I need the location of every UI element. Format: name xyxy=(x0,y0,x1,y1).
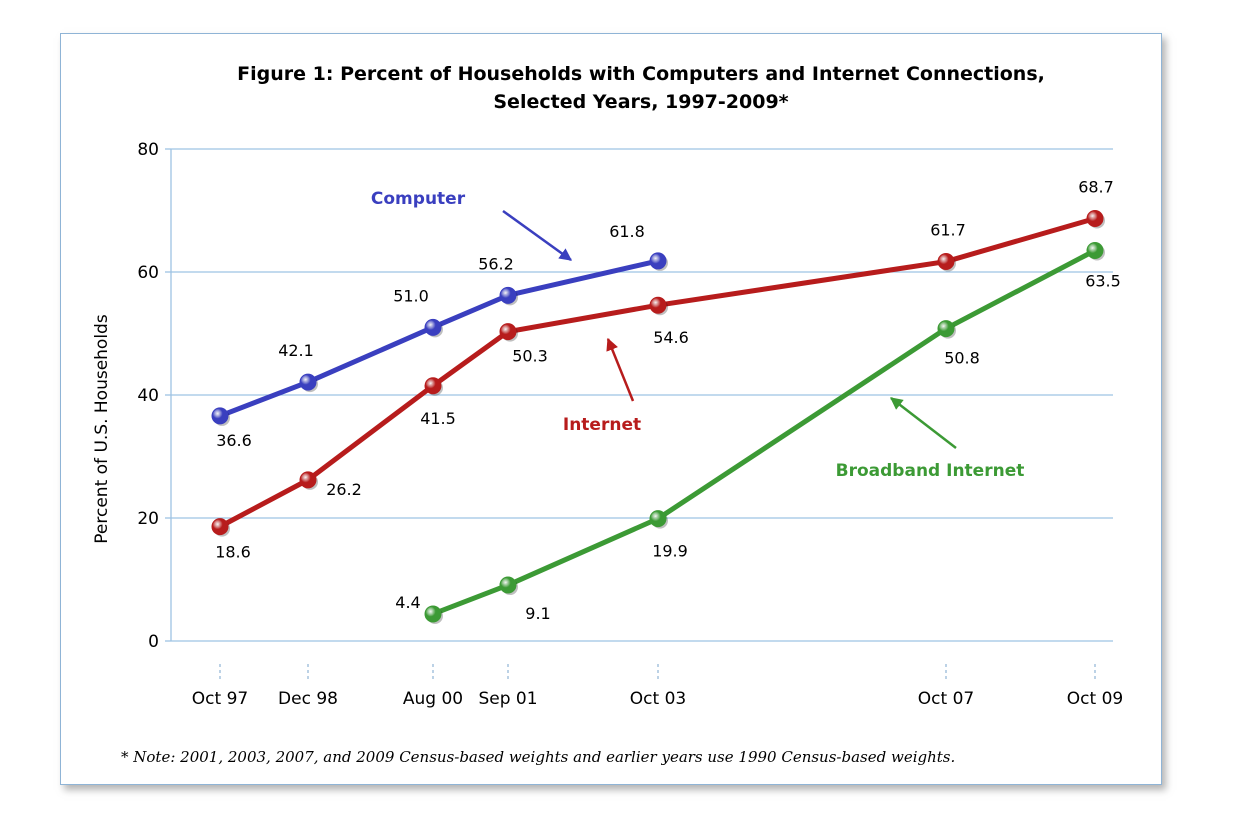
x-tick-label: Oct 07 xyxy=(918,689,974,709)
data-point xyxy=(1086,241,1104,259)
data-point xyxy=(499,286,517,304)
y-tick-label: 20 xyxy=(137,509,159,529)
data-label: 9.1 xyxy=(525,604,550,623)
data-point xyxy=(211,518,229,536)
data-point xyxy=(499,576,517,594)
y-tick-label: 80 xyxy=(137,140,159,160)
data-label: 63.5 xyxy=(1085,271,1121,290)
data-label: 56.2 xyxy=(478,254,514,273)
data-label: 4.4 xyxy=(395,593,420,612)
data-label: 41.5 xyxy=(420,409,456,428)
x-tick-label: Oct 03 xyxy=(630,689,686,709)
data-label: 54.6 xyxy=(653,328,689,347)
data-label: 61.7 xyxy=(930,221,966,240)
footnote: * Note: 2001, 2003, 2007, and 2009 Censu… xyxy=(121,748,955,766)
data-point xyxy=(424,318,442,336)
data-label: 26.2 xyxy=(326,480,362,499)
y-tick-label: 60 xyxy=(137,263,159,283)
data-point xyxy=(649,252,667,270)
data-label: 68.7 xyxy=(1078,177,1114,196)
data-point xyxy=(299,373,317,391)
x-tick-label: Sep 01 xyxy=(478,689,537,709)
y-tick-label: 0 xyxy=(148,632,159,652)
gridlines xyxy=(171,148,1113,642)
data-label: 18.6 xyxy=(215,543,251,562)
series-label-computer: Computer xyxy=(371,189,466,209)
data-label: 42.1 xyxy=(278,341,314,360)
chart-subtitle: Selected Years, 1997-2009* xyxy=(493,91,788,113)
series-layer xyxy=(211,209,1105,624)
y-tick-label: 40 xyxy=(137,386,159,406)
data-point xyxy=(424,605,442,623)
data-label: 19.9 xyxy=(652,542,688,561)
series-arrow xyxy=(606,337,635,402)
x-tick-label: Dec 98 xyxy=(278,689,338,709)
data-point xyxy=(499,323,517,341)
y-axis-label: Percent of U.S. Households xyxy=(92,314,112,544)
chart-title: Figure 1: Percent of Households with Com… xyxy=(237,63,1045,85)
data-point xyxy=(649,296,667,314)
x-tick-label: Aug 00 xyxy=(403,689,463,709)
line-chart: Figure 1: Percent of Households with Com… xyxy=(92,63,1123,766)
data-label: 51.0 xyxy=(393,286,429,305)
data-label: 61.8 xyxy=(609,222,645,241)
data-label: 50.3 xyxy=(512,347,548,366)
data-point xyxy=(211,407,229,425)
data-label: 36.6 xyxy=(216,431,252,450)
series-label-internet: Internet xyxy=(563,415,641,435)
x-tick-label: Oct 97 xyxy=(192,689,248,709)
y-axis: 0 20 40 60 80 xyxy=(137,140,172,652)
series-line-broadband-internet xyxy=(432,248,1097,617)
data-point xyxy=(1086,209,1104,227)
series-arrow xyxy=(502,209,573,262)
data-point xyxy=(649,510,667,528)
chart-frame: Figure 1: Percent of Households with Com… xyxy=(60,33,1162,785)
data-point xyxy=(937,253,955,271)
data-label: 50.8 xyxy=(944,349,980,368)
data-point xyxy=(424,377,442,395)
x-axis: Oct 97 Dec 98 Aug 00 Sep 01 Oct 03 Oct 07 Oct … xyxy=(192,664,1123,709)
data-point xyxy=(937,320,955,338)
x-tick-label: Oct 09 xyxy=(1067,689,1123,709)
annotations: 36.6 42.1 51.0 56.2 61.8 18.6 26.2 41.5 50.3 54.6… xyxy=(215,177,1121,623)
series-arrow xyxy=(890,397,957,449)
series-label-broadband-internet: Broadband Internet xyxy=(836,461,1025,481)
data-point xyxy=(299,471,317,489)
